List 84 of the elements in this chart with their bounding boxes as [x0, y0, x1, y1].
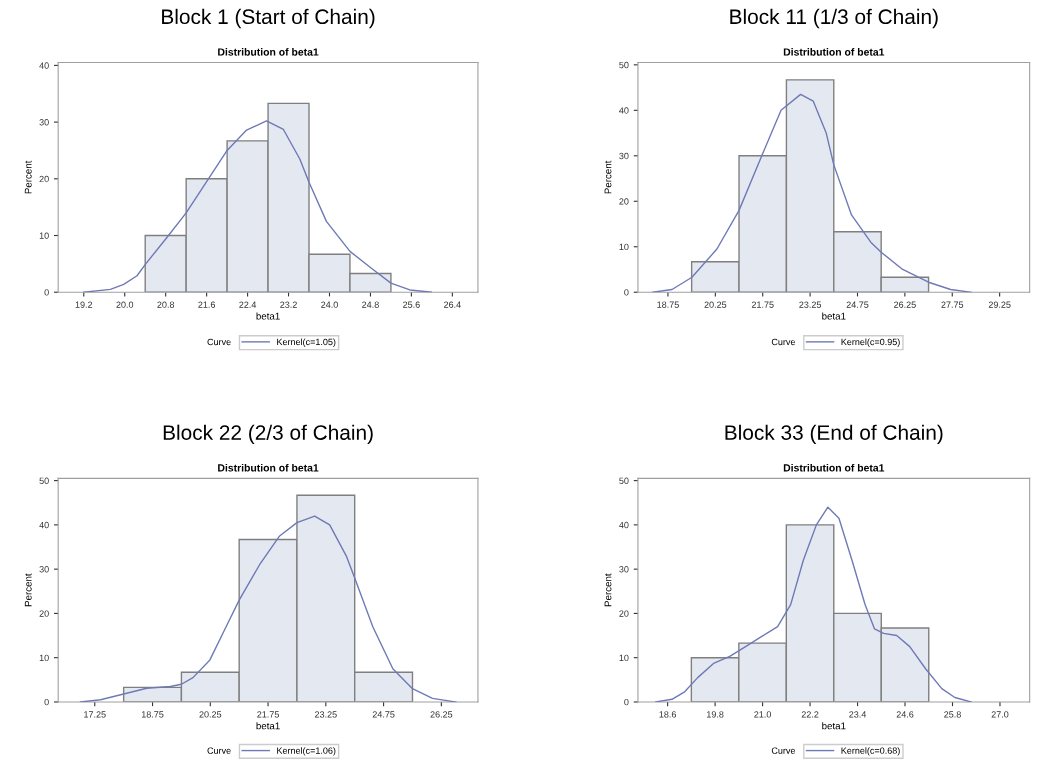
y-tick-label: 20 [619, 198, 629, 205]
x-tick-label: 21.75 [751, 301, 774, 308]
chart-title: Block 1 (Start of Chain) [162, 8, 375, 29]
chart-title: Block 11 (1/3 of Chain) [730, 8, 938, 29]
x-tick-label: 26.4 [444, 301, 461, 308]
legend-label: Kernel(c=0.95) [841, 338, 900, 347]
line-series [83, 120, 433, 293]
y-tick-label: 20 [39, 610, 49, 617]
legend-label: Kernel(c=1.06) [277, 747, 336, 756]
x-tick-label: 23.4 [849, 711, 867, 718]
x-axis-title: beta1 [822, 312, 846, 320]
y-tick-label: 30 [39, 566, 49, 573]
y-tick-label: 30 [39, 119, 49, 126]
y-tick-label: 50 [619, 61, 629, 69]
x-tick-label: 23.25 [314, 711, 337, 718]
y-axis-title: Percent [604, 573, 612, 607]
x-tick-label: 29.25 [988, 301, 1011, 308]
x-tick-label: 24.0 [321, 301, 338, 308]
x-tick-label: 27.0 [991, 711, 1009, 718]
x-tick-label: 19.8 [707, 711, 724, 718]
y-tick-label: 10 [619, 654, 629, 662]
legend-label: Kernel(c=1.05) [277, 338, 336, 347]
legend-title: Curve [771, 338, 796, 346]
x-tick-label: 18.75 [141, 711, 164, 718]
y-tick-label: 50 [619, 477, 629, 484]
legend-title: Curve [771, 747, 796, 754]
x-tick-label: 18.6 [659, 711, 677, 718]
x-tick-label: 20.25 [704, 301, 727, 308]
x-tick-label: 17.25 [84, 711, 106, 718]
chart-subtitle: Distribution of beta1 [218, 48, 319, 56]
x-tick-label: 24.6 [896, 711, 914, 718]
legend-title: Curve [207, 338, 231, 346]
x-tick-label: 25.6 [403, 301, 420, 308]
x-tick-label: 24.75 [846, 301, 869, 308]
x-tick-label: 23.2 [280, 301, 297, 308]
y-tick-label: 20 [39, 175, 49, 183]
x-tick-label: 25.8 [944, 711, 961, 718]
x-axis-title: beta1 [256, 312, 280, 320]
y-tick-label: 10 [39, 654, 49, 662]
x-tick-label: 21.75 [257, 711, 279, 718]
x-tick-label: 22.2 [801, 711, 819, 718]
line-series [652, 93, 972, 293]
x-tick-label: 26.25 [894, 301, 916, 308]
y-tick-label: 40 [619, 521, 629, 529]
x-axis-title: beta1 [822, 722, 846, 730]
x-tick-label: 26.25 [430, 711, 453, 718]
legend-label: Kernel(c=0.68) [841, 747, 900, 756]
y-tick-label: 10 [39, 232, 49, 239]
y-axis-title: Percent [24, 573, 32, 607]
chart-title: Block 33 (End of Chain) [725, 424, 943, 445]
legend-title: Curve [207, 747, 231, 754]
x-tick-label: 21.6 [198, 301, 216, 308]
line-series [79, 515, 457, 702]
y-tick-label: 10 [619, 243, 629, 251]
y-axis-title: Percent [604, 160, 612, 194]
y-tick-label: 40 [39, 521, 49, 529]
y-tick-label: 40 [619, 107, 629, 114]
y-tick-label: 40 [39, 62, 49, 69]
x-tick-label: 23.25 [799, 301, 822, 308]
y-tick-label: 0 [44, 698, 49, 706]
y-tick-label: 20 [619, 610, 629, 617]
y-tick-label: 50 [39, 477, 49, 484]
chart-title: Block 22 (2/3 of Chain) [163, 424, 373, 445]
y-tick-label: 0 [624, 698, 629, 706]
x-tick-label: 22.4 [239, 301, 257, 308]
x-tick-label: 20.25 [199, 711, 222, 718]
y-axis-title: Percent [24, 160, 32, 194]
y-tick-label: 30 [619, 152, 629, 160]
x-tick-label: 24.8 [362, 301, 379, 308]
x-tick-label: 18.75 [657, 301, 679, 308]
chart-subtitle: Distribution of beta1 [783, 48, 885, 56]
line-series [655, 506, 972, 702]
chart-subtitle: Distribution of beta1 [218, 463, 319, 472]
x-tick-label: 27.75 [941, 301, 964, 308]
chart-subtitle: Distribution of beta1 [783, 463, 885, 472]
x-tick-label: 20.0 [116, 301, 134, 308]
x-tick-label: 21.0 [754, 711, 772, 718]
x-axis-title: beta1 [256, 722, 280, 730]
y-tick-label: 0 [44, 289, 49, 296]
x-tick-label: 20.8 [157, 301, 175, 308]
x-tick-label: 24.75 [372, 711, 395, 718]
y-tick-label: 0 [624, 289, 629, 296]
y-tick-label: 30 [619, 566, 629, 573]
x-tick-label: 19.2 [75, 301, 93, 308]
